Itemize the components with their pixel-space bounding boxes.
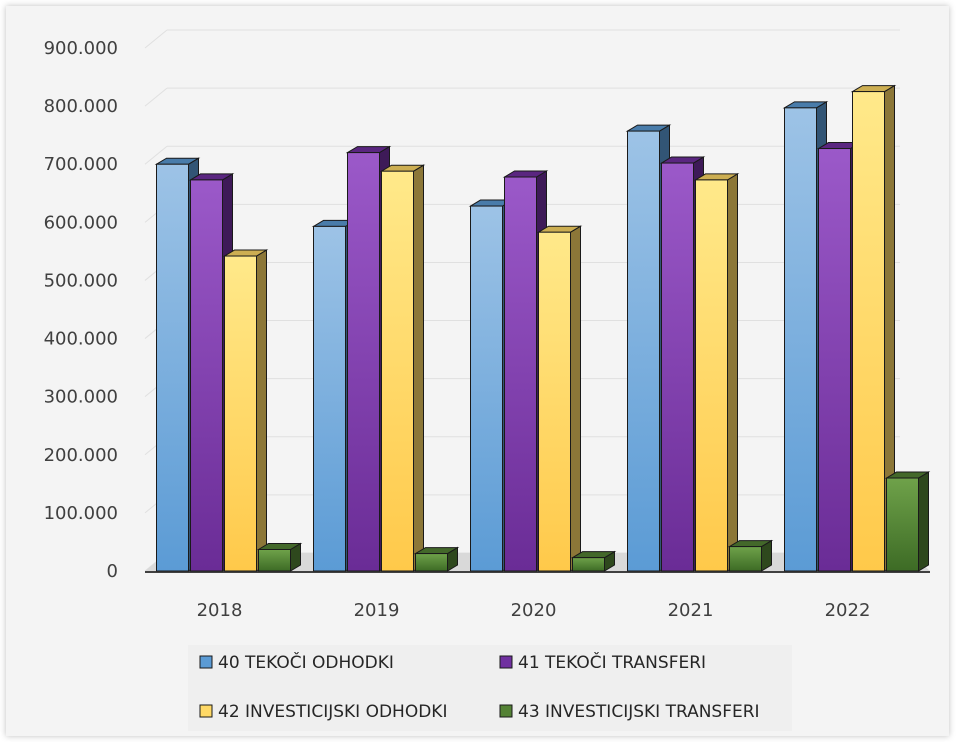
x-axis-ticks: 2018 2019 2020 2021 2022 [197, 600, 871, 621]
x-tick-label: 2022 [825, 600, 871, 621]
legend-label: 41 TEKOČI TRANSFERI [518, 651, 706, 673]
x-tick-label: 2019 [354, 600, 400, 621]
bar-2022-series-0 [782, 100, 829, 572]
x-tick-label: 2020 [511, 600, 557, 621]
y-tick-label: 100.000 [44, 503, 118, 524]
y-tick-label: 200.000 [44, 445, 118, 466]
bar-2020-series-3 [570, 550, 617, 572]
y-tick-label: 800.000 [44, 96, 118, 117]
bar-2018-series-2 [222, 249, 269, 572]
legend-item: 42 INVESTICIJSKI ODHODKI [199, 702, 447, 722]
legend-swatch [199, 704, 213, 718]
bar-2021-series-2 [693, 173, 740, 572]
y-tick-label: 500.000 [44, 270, 118, 291]
y-tick-label: 300.000 [44, 387, 118, 408]
bar-2022-series-2 [850, 84, 897, 572]
legend-box [188, 645, 792, 731]
gridline-side [144, 29, 168, 49]
bar-2022-series-3 [884, 471, 931, 572]
x-tick-label: 2018 [197, 600, 243, 621]
bar-2021-series-3 [727, 539, 774, 572]
y-tick-label: 400.000 [44, 329, 118, 350]
gridline-side [144, 145, 168, 165]
y-tick-label: 900.000 [44, 38, 118, 59]
legend-label: 42 INVESTICIJSKI ODHODKI [218, 702, 447, 722]
legend-swatch [499, 704, 513, 718]
legend-swatch [499, 655, 513, 669]
legend-item: 43 INVESTICIJSKI TRANSFERI [499, 702, 760, 722]
bar-2018-series-3 [256, 542, 303, 572]
bar-2019-series-2 [379, 164, 426, 572]
y-tick-label: 700.000 [44, 154, 118, 175]
bar-2020-series-2 [536, 225, 583, 572]
legend: 40 TEKOČI ODHODKI 41 TEKOČI TRANSFERI 42 I… [188, 645, 792, 731]
x-tick-label: 2021 [668, 600, 714, 621]
legend-label: 40 TEKOČI ODHODKI [218, 651, 394, 673]
legend-item: 41 TEKOČI TRANSFERI [499, 651, 706, 673]
legend-item: 40 TEKOČI ODHODKI [199, 651, 394, 673]
legend-label: 43 INVESTICIJSKI TRANSFERI [518, 702, 760, 722]
gridline-side [144, 87, 168, 107]
y-tick-label: 600.000 [44, 212, 118, 233]
legend-swatch [199, 655, 213, 669]
bar-2019-series-3 [413, 546, 460, 572]
y-tick-label: 0 [107, 561, 118, 582]
bars [154, 84, 931, 572]
y-axis-ticks: 0 100.000 200.000 300.000 400.000 500.000 600.… [44, 38, 118, 582]
